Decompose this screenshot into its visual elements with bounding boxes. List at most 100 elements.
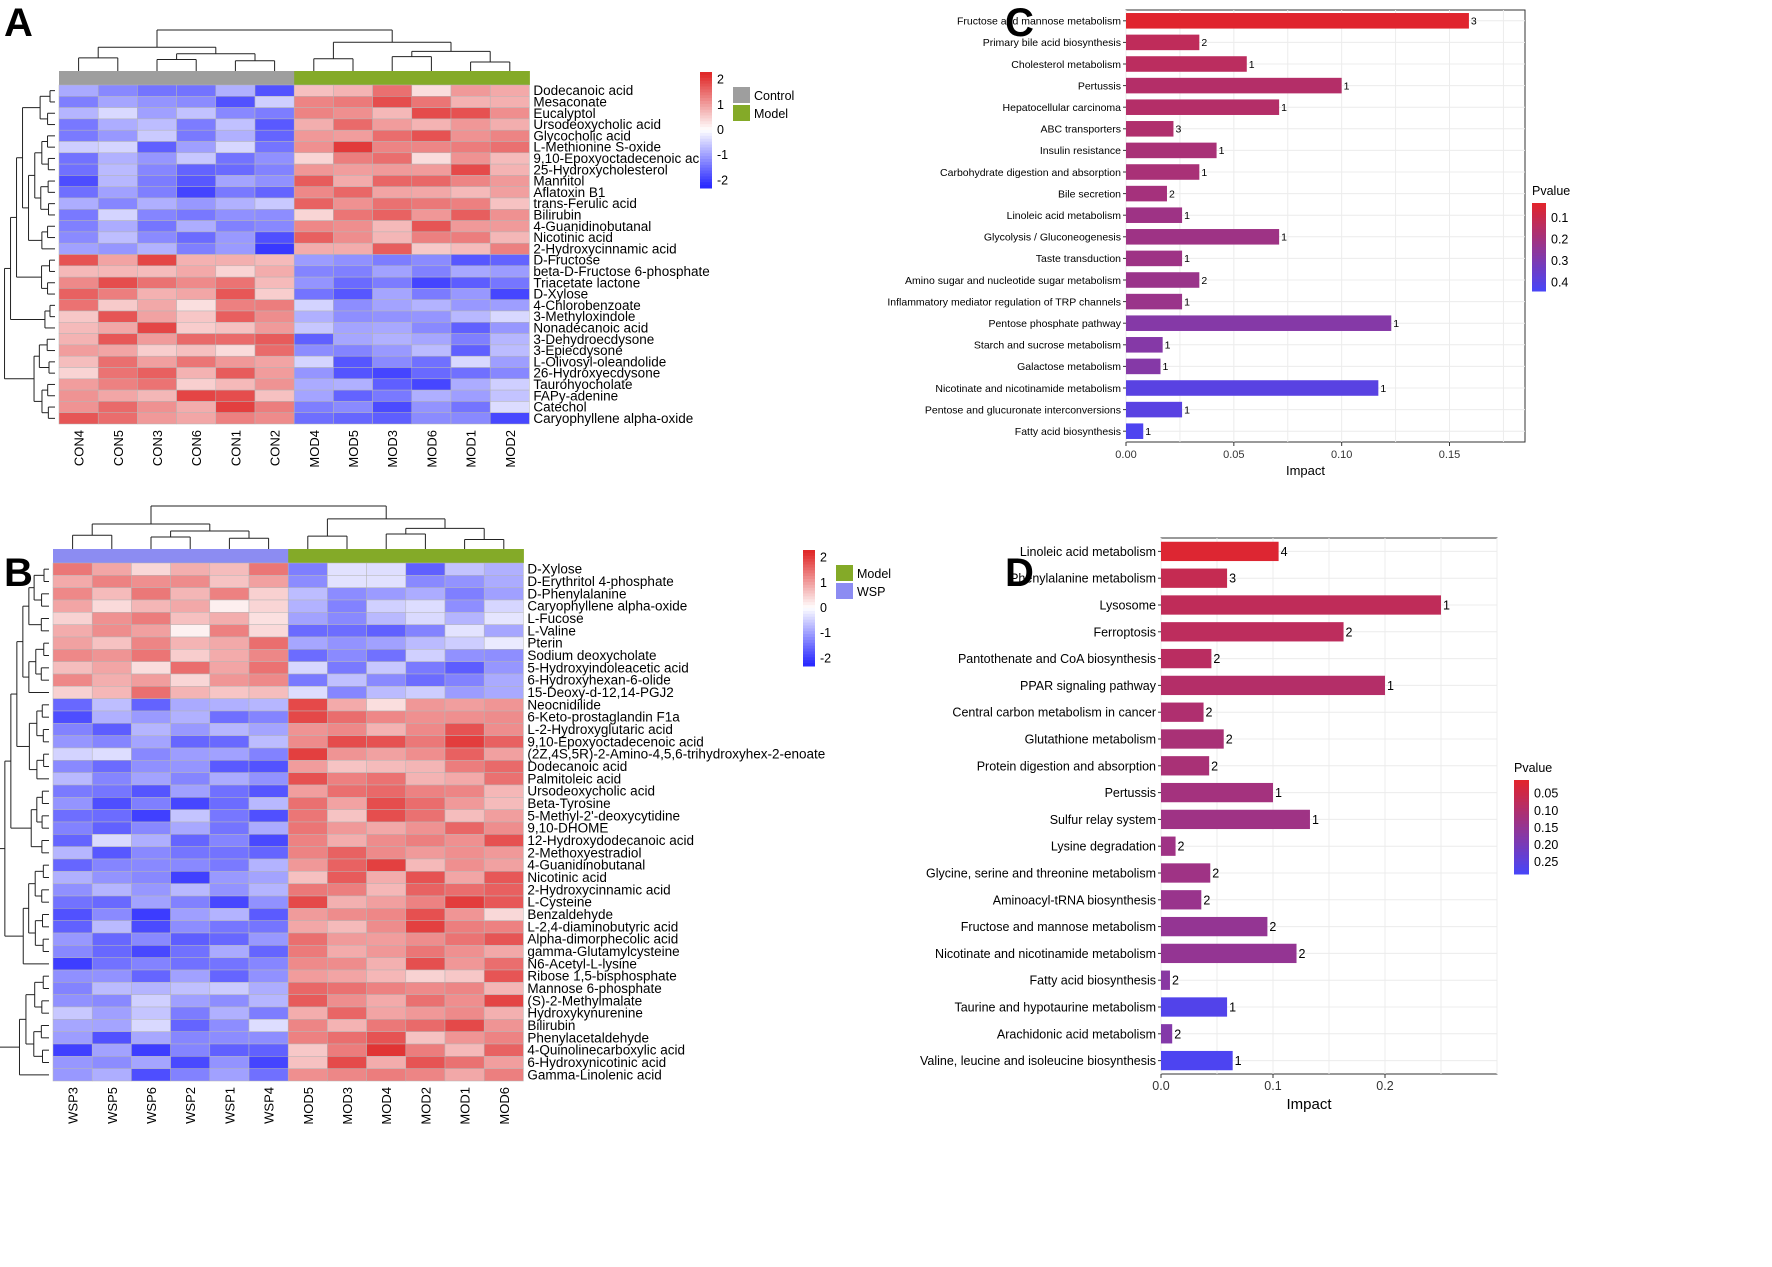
- heatmap-cell: [91, 1056, 132, 1069]
- heatmap-cell: [170, 883, 211, 897]
- heatmap-cell: [91, 834, 132, 847]
- bars: [1126, 13, 1469, 439]
- heatmap-cell: [327, 661, 367, 675]
- heatmap-cell: [450, 175, 491, 187]
- x-tick-label: 0.05: [1223, 449, 1244, 461]
- heatmap-cell: [483, 710, 524, 724]
- bar-count-label: 1: [1184, 253, 1190, 265]
- row-label: (2Z,4S,5R)-2-Amino-4,5,6-trihydroxyhex-2…: [527, 747, 825, 762]
- color-scale-step: [700, 150, 712, 154]
- heatmap-cell: [287, 932, 328, 946]
- heatmap-cell: [327, 969, 367, 983]
- heatmap-cell: [489, 367, 530, 380]
- heatmap-cell: [444, 562, 485, 576]
- heatmap-cell: [137, 141, 177, 154]
- pvalue-legend-step: [1514, 814, 1529, 819]
- heatmap-cell: [254, 186, 295, 199]
- heatmap-cell: [131, 982, 171, 995]
- heatmap-cell: [254, 242, 295, 255]
- heatmap-cell: [287, 858, 328, 872]
- heatmap-cell: [327, 649, 367, 662]
- heatmap-cell: [405, 821, 446, 835]
- color-scale-step: [700, 176, 712, 180]
- heatmap-cell: [411, 152, 452, 165]
- heatmap-cell: [405, 636, 446, 650]
- pvalue-legend-step: [1514, 839, 1529, 844]
- heatmap-cell: [366, 957, 407, 971]
- column-label: MOD5: [346, 430, 361, 468]
- heatmap-cell: [254, 209, 295, 221]
- heatmap-cell: [91, 858, 132, 872]
- heatmap-cell: [444, 945, 485, 958]
- heatmap-cell: [91, 908, 132, 921]
- pvalue-legend-step: [1514, 845, 1529, 850]
- heatmap-cell: [97, 141, 138, 154]
- heatmap-cell: [209, 846, 250, 860]
- heatmap-cell: [131, 698, 171, 712]
- heatmap-cell: [58, 367, 99, 380]
- color-scale-step: [700, 185, 712, 189]
- heatmap-cell: [405, 1019, 446, 1032]
- heatmap-cell: [489, 163, 530, 176]
- heatmap-cell: [254, 367, 295, 380]
- heatmap-cell: [372, 378, 413, 391]
- heatmap-cell: [366, 735, 407, 749]
- heatmap-cell: [327, 1043, 367, 1057]
- column-label: CON2: [268, 430, 283, 466]
- heatmap-cell: [215, 265, 256, 278]
- heatmap-cell: [209, 809, 250, 823]
- color-scale-step: [700, 153, 712, 157]
- heatmap-cell: [248, 945, 289, 958]
- heatmap-cell: [58, 209, 99, 221]
- heatmap-cell: [215, 141, 256, 154]
- row-label: Aflatoxin B1: [533, 185, 605, 200]
- heatmap-cell: [176, 254, 217, 267]
- color-scale-tick: 1: [717, 98, 724, 112]
- heatmap-cell: [483, 895, 524, 909]
- heatmap-cell: [91, 772, 132, 786]
- heatmap-cell: [327, 797, 367, 810]
- heatmap-cell: [91, 599, 132, 613]
- heatmap-cell: [372, 96, 413, 108]
- bar-count-label: 1: [1184, 404, 1190, 416]
- heatmap-cell: [405, 710, 446, 724]
- heatmap-cell: [372, 265, 413, 278]
- color-scale-step: [803, 561, 815, 565]
- heatmap-cell: [333, 118, 373, 131]
- bar: [1161, 595, 1441, 615]
- row-label: Alpha-dimorphecolic acid: [527, 932, 678, 947]
- heatmap-cell: [97, 152, 138, 165]
- pvalue-legend-step: [1532, 203, 1546, 207]
- bar: [1161, 943, 1297, 964]
- heatmap-cell: [170, 784, 211, 798]
- heatmap-cell: [248, 735, 289, 749]
- heatmap-cell: [131, 821, 171, 835]
- heatmap-cell: [489, 242, 530, 255]
- heatmap-cell: [405, 562, 446, 576]
- heatmap-cell: [131, 710, 171, 724]
- pvalue-legend-step: [1514, 861, 1529, 866]
- heatmap-cell: [405, 957, 446, 971]
- heatmap-cell: [91, 575, 132, 588]
- color-scale-step: [803, 564, 815, 568]
- heatmap-cell: [176, 299, 217, 312]
- heatmap-cell: [91, 945, 132, 958]
- heatmap-cell: [405, 772, 446, 786]
- heatmap-cell: [411, 197, 452, 210]
- heatmap-cell: [248, 797, 289, 810]
- pvalue-legend-step: [1532, 226, 1546, 230]
- row-label: 9,10-DHOME: [527, 821, 608, 836]
- heatmap-cell: [137, 96, 177, 108]
- heatmap-cell: [170, 920, 211, 934]
- row-label: 9,10-Epoxyoctadecenoic acid: [533, 151, 709, 166]
- row-label: D-Phenylalanine: [527, 586, 626, 601]
- heatmap-cell: [333, 288, 373, 300]
- heatmap-cell: [489, 276, 530, 289]
- bar: [1161, 756, 1210, 776]
- heatmap-cell: [170, 871, 211, 884]
- heatmap-cell: [248, 895, 289, 909]
- color-scale-step: [803, 610, 815, 615]
- heatmap-cell: [327, 945, 367, 958]
- heatmap-cell: [215, 333, 256, 346]
- pvalue-legend-step: [1532, 238, 1546, 242]
